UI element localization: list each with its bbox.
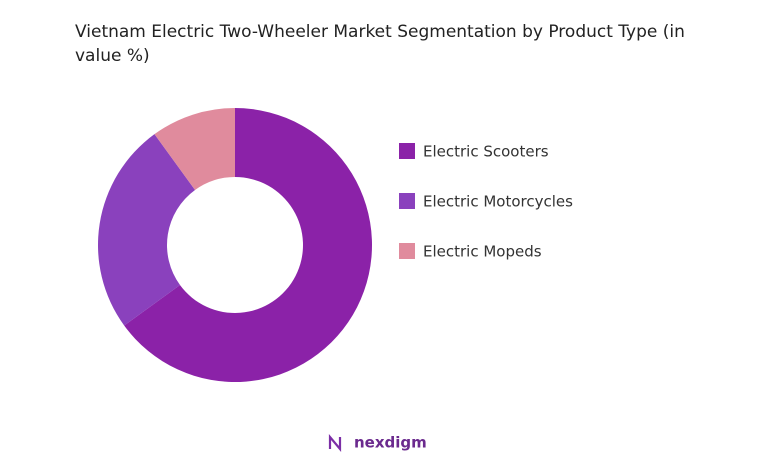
donut-slice bbox=[124, 108, 372, 383]
legend-swatch bbox=[399, 193, 415, 209]
logo-icon bbox=[328, 433, 342, 453]
logo: nexdigm bbox=[328, 433, 427, 453]
legend-label: Electric Motorcycles bbox=[423, 193, 573, 211]
chart-title: Vietnam Electric Two-Wheeler Market Segm… bbox=[75, 22, 685, 66]
legend-swatch bbox=[399, 143, 415, 159]
donut-slice bbox=[154, 108, 235, 190]
legend-label: Electric Scooters bbox=[423, 143, 549, 161]
legend-swatch bbox=[399, 243, 415, 259]
donut-slice bbox=[98, 134, 196, 326]
legend-label: Electric Mopeds bbox=[423, 243, 542, 261]
logo-text: nexdigm bbox=[354, 434, 427, 452]
